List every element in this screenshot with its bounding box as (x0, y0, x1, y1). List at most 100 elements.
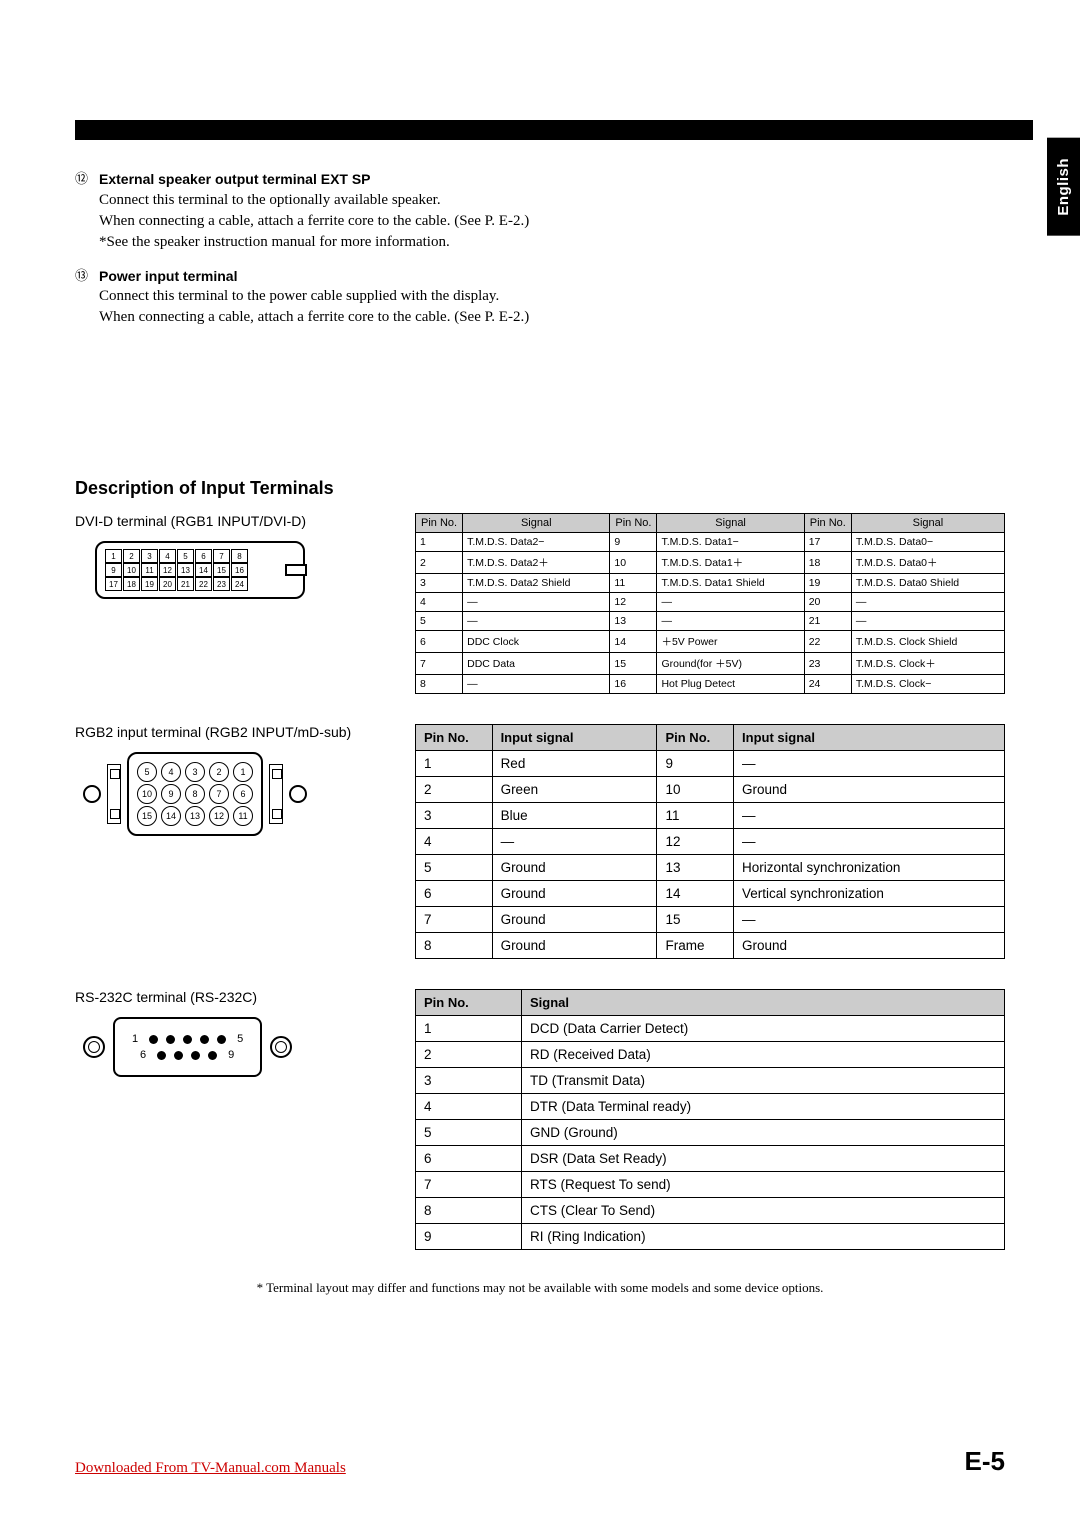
table-row: 4—12— (416, 829, 1005, 855)
dvi-table: Pin No.SignalPin No.SignalPin No.Signal … (415, 513, 1005, 694)
table-cell: T.M.D.S. Data2 Shield (463, 574, 610, 593)
side-box (107, 764, 121, 824)
table-cell: Ground (492, 881, 657, 907)
table-cell: Blue (492, 803, 657, 829)
pin-circle: 4 (161, 762, 181, 782)
rs232-table: Pin No.Signal 1DCD (Data Carrier Detect)… (415, 989, 1005, 1250)
table-row: 2Green10Ground (416, 777, 1005, 803)
table-header: Input signal (492, 725, 657, 751)
table-cell: 17 (804, 533, 851, 552)
table-cell: T.M.D.S. Clock Shield (851, 631, 1004, 653)
pin-box: 17 (105, 577, 122, 591)
table-cell: Ground(for ＋5V) (657, 653, 804, 675)
table-cell: 13 (657, 855, 734, 881)
table-cell: T.M.D.S. Data1＋ (657, 552, 804, 574)
table-cell: 15 (610, 653, 657, 675)
pin-box: 8 (231, 549, 248, 563)
table-cell: 12 (657, 829, 734, 855)
table-row: 7Ground15— (416, 907, 1005, 933)
pin-box: 11 (141, 563, 158, 577)
table-cell: 3 (416, 1068, 522, 1094)
table-cell: 1 (416, 533, 463, 552)
table-cell: Frame (657, 933, 734, 959)
item-13-line-0: Connect this terminal to the power cable… (99, 286, 529, 307)
table-cell: 5 (416, 855, 493, 881)
table-row: 1T.M.D.S. Data2−9T.M.D.S. Data1−17T.M.D.… (416, 533, 1005, 552)
table-cell: — (734, 751, 1005, 777)
table-header: Signal (851, 514, 1004, 533)
table-cell: Ground (492, 907, 657, 933)
table-cell: Ground (492, 855, 657, 881)
pin-box: 20 (159, 577, 176, 591)
table-header: Pin No. (610, 514, 657, 533)
table-header: Pin No. (416, 990, 522, 1016)
pin-circle: 10 (137, 784, 157, 804)
table-cell: 2 (416, 777, 493, 803)
pin-circle: 2 (209, 762, 229, 782)
table-cell: 10 (657, 777, 734, 803)
table-row: 9RI (Ring Indication) (416, 1224, 1005, 1250)
pin-circle: 7 (209, 784, 229, 804)
rgb2-row: RGB2 input terminal (RGB2 INPUT/mD-sub) … (75, 724, 1005, 959)
table-header: Pin No. (416, 514, 463, 533)
pin-box: 12 (159, 563, 176, 577)
table-cell: T.M.D.S. Clock＋ (851, 653, 1004, 675)
table-cell: 6 (416, 1146, 522, 1172)
table-row: 8—16Hot Plug Detect24T.M.D.S. Clock− (416, 675, 1005, 694)
pin-circle: 15 (137, 806, 157, 826)
table-row: 7DDC Data15Ground(for ＋5V)23T.M.D.S. Clo… (416, 653, 1005, 675)
table-row: 8GroundFrameGround (416, 933, 1005, 959)
pin-circle: 6 (233, 784, 253, 804)
pin-box: 2 (123, 549, 140, 563)
table-cell: T.M.D.S. Data1− (657, 533, 804, 552)
table-cell: 13 (610, 612, 657, 631)
table-cell: DTR (Data Terminal ready) (522, 1094, 1005, 1120)
table-cell: 24 (804, 675, 851, 694)
table-cell: ＋5V Power (657, 631, 804, 653)
pin-circle: 1 (233, 762, 253, 782)
table-cell: 6 (416, 631, 463, 653)
table-cell: DSR (Data Set Ready) (522, 1146, 1005, 1172)
rs232-label: RS-232C terminal (RS-232C) (75, 989, 415, 1005)
table-cell: 12 (610, 593, 657, 612)
pin-box: 19 (141, 577, 158, 591)
table-cell: 10 (610, 552, 657, 574)
table-row: 3TD (Transmit Data) (416, 1068, 1005, 1094)
header-bar (75, 120, 1033, 140)
table-cell: T.M.D.S. Clock− (851, 675, 1004, 694)
rgb2-table: Pin No.Input signalPin No.Input signal 1… (415, 724, 1005, 959)
table-row: 3Blue11— (416, 803, 1005, 829)
table-row: 6DDC Clock14＋5V Power22T.M.D.S. Clock Sh… (416, 631, 1005, 653)
table-row: 2T.M.D.S. Data2＋10T.M.D.S. Data1＋18T.M.D… (416, 552, 1005, 574)
table-cell: 1 (416, 751, 493, 777)
table-row: 3T.M.D.S. Data2 Shield11T.M.D.S. Data1 S… (416, 574, 1005, 593)
table-cell: 7 (416, 1172, 522, 1198)
table-cell: 22 (804, 631, 851, 653)
table-header: Signal (463, 514, 610, 533)
table-cell: 9 (416, 1224, 522, 1250)
table-cell: 2 (416, 552, 463, 574)
pin-box: 14 (195, 563, 212, 577)
pin-box: 9 (105, 563, 122, 577)
table-cell: 21 (804, 612, 851, 631)
table-header: Signal (522, 990, 1005, 1016)
dvi-diagram: 12345678 910111213141516 171819202122232… (95, 541, 305, 599)
download-link[interactable]: Downloaded From TV-Manual.com Manuals (75, 1460, 346, 1477)
table-cell: 3 (416, 574, 463, 593)
pin-box: 10 (123, 563, 140, 577)
pin-circle: 5 (137, 762, 157, 782)
table-cell: 14 (657, 881, 734, 907)
section-heading: Description of Input Terminals (75, 478, 1005, 499)
item-13: ⑬ Power input terminal Connect this term… (75, 267, 1005, 329)
pin-box: 1 (105, 549, 122, 563)
pin-label: 6 (140, 1049, 146, 1061)
table-row: 8CTS (Clear To Send) (416, 1198, 1005, 1224)
table-header: Pin No. (657, 725, 734, 751)
table-cell: GND (Ground) (522, 1120, 1005, 1146)
table-cell: 6 (416, 881, 493, 907)
table-cell: Green (492, 777, 657, 803)
item-12-marker: ⑫ (75, 170, 93, 253)
table-cell: DDC Data (463, 653, 610, 675)
table-cell: — (463, 612, 610, 631)
language-tab: English (1047, 138, 1080, 236)
